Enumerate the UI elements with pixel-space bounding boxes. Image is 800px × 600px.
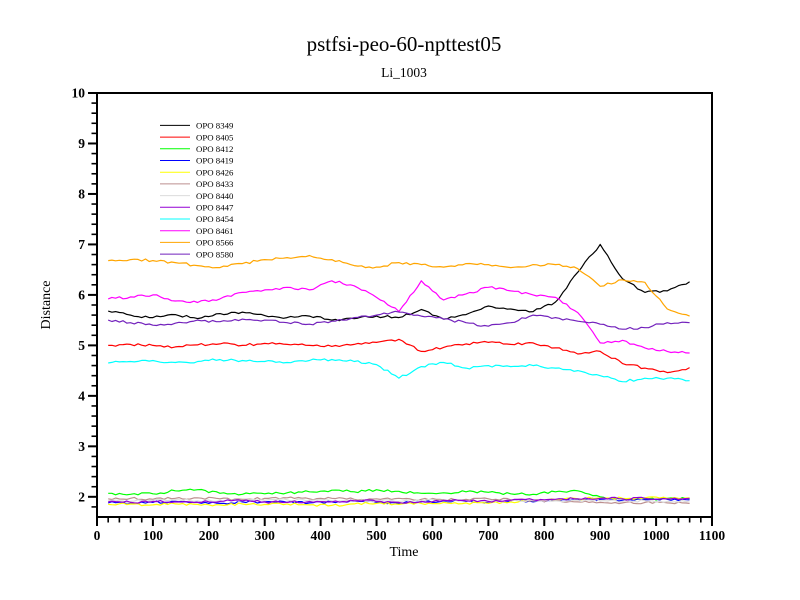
series-line-OPO-8447 xyxy=(108,496,690,504)
x-tick-label: 400 xyxy=(311,528,332,543)
series-line-OPO-8580 xyxy=(107,310,690,330)
x-axis-label: Time xyxy=(389,545,418,560)
legend-label: OPO 8447 xyxy=(196,203,234,213)
series-line-OPO-8412 xyxy=(108,488,690,501)
series-line-OPO-8405 xyxy=(108,338,690,374)
legend-label: OPO 8440 xyxy=(196,191,234,201)
x-tick-label: 900 xyxy=(590,528,611,543)
y-tick-label: 6 xyxy=(78,287,85,302)
legend-label: OPO 8566 xyxy=(196,238,234,248)
y-tick-label: 8 xyxy=(78,186,85,201)
x-tick-label: 300 xyxy=(255,528,276,543)
series-line-OPO-8426 xyxy=(108,496,690,507)
legend-label: OPO 8412 xyxy=(196,144,233,154)
series-line-OPO-8461 xyxy=(107,280,690,354)
legend-label: OPO 8461 xyxy=(196,226,233,236)
x-tick-label: 500 xyxy=(366,528,387,543)
legend-label: OPO 8433 xyxy=(196,179,234,189)
y-tick-label: 5 xyxy=(78,338,85,353)
x-tick-label: 600 xyxy=(422,528,443,543)
y-tick-label: 2 xyxy=(78,489,85,504)
y-axis-label: Distance xyxy=(39,281,54,330)
series-line-OPO-8454 xyxy=(108,358,690,383)
x-tick-label: 200 xyxy=(199,528,220,543)
series-line-OPO-8349 xyxy=(108,243,690,322)
x-tick-label: 700 xyxy=(478,528,499,543)
legend-label: OPO 8405 xyxy=(196,132,234,142)
y-tick-label: 4 xyxy=(78,388,85,403)
x-tick-label: 1000 xyxy=(643,528,670,543)
x-tick-label: 0 xyxy=(94,528,101,543)
series-line-OPO-8566 xyxy=(108,254,690,317)
y-tick-label: 7 xyxy=(78,237,85,252)
legend-label: OPO 8454 xyxy=(196,214,234,224)
legend-label: OPO 8419 xyxy=(196,156,234,166)
x-tick-label: 1100 xyxy=(699,528,726,543)
chart-title: pstfsi-peo-60-npttest05 xyxy=(307,32,502,56)
legend-label: OPO 8349 xyxy=(196,121,234,131)
y-tick-label: 9 xyxy=(78,136,85,151)
axis-frame xyxy=(96,92,713,518)
legend-label: OPO 8426 xyxy=(196,167,234,177)
legend-label: OPO 8580 xyxy=(196,249,234,259)
y-tick-label: 3 xyxy=(78,439,85,454)
x-tick-label: 100 xyxy=(143,528,164,543)
y-tick-label: 10 xyxy=(72,86,86,101)
series-line-OPO-8433 xyxy=(108,496,690,505)
chart-subtitle: Li_1003 xyxy=(381,65,427,80)
x-tick-label: 800 xyxy=(534,528,555,543)
